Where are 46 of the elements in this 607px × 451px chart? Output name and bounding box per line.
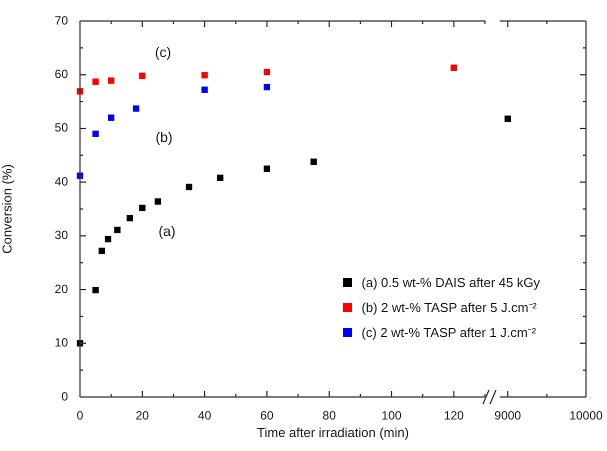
x-tick-label: 40: [198, 408, 212, 423]
y-tick-label: 10: [54, 336, 68, 350]
x-tick-label: 80: [322, 408, 336, 423]
y-tick-label: 50: [54, 120, 68, 135]
point: [264, 68, 270, 76]
y-tick-label: 0: [61, 389, 68, 404]
point: [264, 84, 270, 90]
x-tick-label: 120: [444, 408, 464, 423]
point: [104, 236, 112, 242]
point: [264, 166, 270, 172]
point: [92, 130, 99, 137]
point: [201, 86, 208, 93]
point: [114, 226, 121, 234]
point: [450, 64, 458, 71]
legend-label: (b) 2 wt-% TASP after 5 J.cm⁻²: [362, 299, 537, 317]
x-tick-label: 60: [260, 408, 274, 423]
annotation: (b): [155, 128, 173, 145]
y-tick-label: 30: [54, 228, 68, 242]
x-tick-label: 100: [382, 408, 402, 423]
point: [139, 204, 146, 212]
point: [92, 286, 99, 294]
x-tick-label: 9000: [494, 408, 522, 423]
y-tick-label: 40: [54, 174, 68, 188]
point: [126, 214, 134, 222]
point: [154, 198, 162, 205]
y-tick-label: 60: [54, 67, 68, 82]
y-tick-label: 20: [54, 282, 68, 296]
x-axis-title: Time after irradiation (min): [256, 425, 410, 440]
point: [92, 78, 99, 85]
point: [132, 105, 140, 112]
x-tick-label: 20: [136, 408, 150, 423]
x-tick-label: 0: [76, 408, 84, 423]
annotation: (c): [154, 44, 172, 60]
point: [108, 114, 114, 121]
point: [201, 72, 208, 78]
point: [98, 248, 105, 254]
point: [108, 77, 114, 84]
point: [310, 158, 317, 165]
point: [139, 72, 146, 79]
legend-label: (c) 2 wt-% TASP after 1 J.cm⁻²: [362, 324, 536, 342]
legend-label: (a) 0.5 wt-% DAIS after 45 kGy: [362, 274, 540, 292]
x-tick-label: 10000: [569, 408, 604, 423]
y-tick-label: 70: [54, 13, 68, 28]
annotation: (a): [158, 222, 176, 239]
y-axis-title: Conversion (%): [0, 164, 14, 254]
point: [217, 174, 224, 182]
